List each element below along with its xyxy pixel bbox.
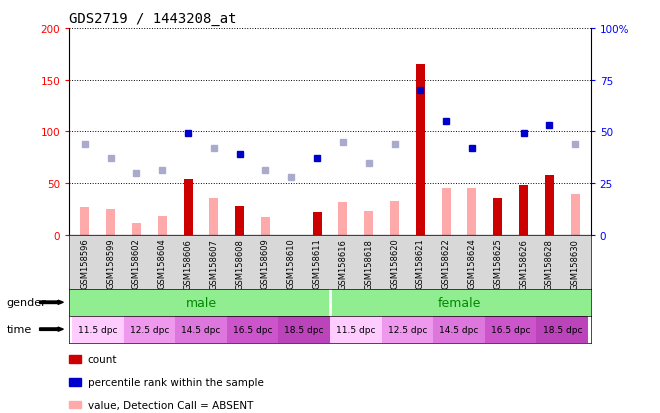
Text: male: male (185, 296, 216, 309)
Bar (227, 316, 279, 343)
Bar (106, 210, 115, 235)
Text: GSM158628: GSM158628 (545, 238, 554, 289)
Bar (330, 316, 381, 343)
Bar (279, 316, 330, 343)
Text: percentile rank within the sample: percentile rank within the sample (88, 377, 263, 387)
Bar (69, 289, 330, 316)
Text: female: female (438, 296, 480, 309)
Bar (132, 223, 141, 235)
Text: GDS2719 / 1443208_at: GDS2719 / 1443208_at (69, 12, 237, 26)
Bar (209, 198, 218, 235)
Text: GSM158596: GSM158596 (81, 238, 89, 289)
Bar (339, 202, 347, 235)
Text: 14.5 dpc: 14.5 dpc (440, 325, 478, 334)
Bar (72, 316, 123, 343)
Text: count: count (88, 354, 117, 364)
Text: GSM158620: GSM158620 (390, 238, 399, 289)
Text: GSM158625: GSM158625 (493, 238, 502, 289)
Text: 12.5 dpc: 12.5 dpc (129, 325, 169, 334)
Text: GSM158624: GSM158624 (467, 238, 477, 289)
Text: GSM158609: GSM158609 (261, 238, 270, 289)
Bar (442, 189, 451, 235)
Text: GSM158630: GSM158630 (571, 238, 579, 289)
Bar (313, 213, 321, 235)
Text: GSM158610: GSM158610 (287, 238, 296, 289)
Text: GSM158626: GSM158626 (519, 238, 528, 289)
Bar (158, 217, 167, 235)
Bar (235, 206, 244, 235)
Text: time: time (7, 324, 32, 335)
Bar (123, 316, 175, 343)
Bar (545, 176, 554, 235)
Bar (571, 194, 579, 235)
Bar (485, 316, 537, 343)
Text: GSM158606: GSM158606 (183, 238, 193, 289)
Bar (183, 180, 193, 235)
Text: 18.5 dpc: 18.5 dpc (284, 325, 324, 334)
Text: gender: gender (7, 297, 46, 308)
Bar (433, 316, 485, 343)
Text: GSM158607: GSM158607 (209, 238, 218, 289)
Bar (81, 207, 89, 235)
Text: 16.5 dpc: 16.5 dpc (233, 325, 273, 334)
Text: 14.5 dpc: 14.5 dpc (182, 325, 220, 334)
Text: GSM158616: GSM158616 (339, 238, 347, 289)
Text: GSM158602: GSM158602 (132, 238, 141, 289)
Bar (364, 211, 374, 235)
Text: 16.5 dpc: 16.5 dpc (491, 325, 531, 334)
Text: 12.5 dpc: 12.5 dpc (387, 325, 427, 334)
Text: 11.5 dpc: 11.5 dpc (336, 325, 376, 334)
Text: GSM158618: GSM158618 (364, 238, 373, 289)
Text: value, Detection Call = ABSENT: value, Detection Call = ABSENT (88, 400, 253, 410)
Text: GSM158621: GSM158621 (416, 238, 425, 289)
Bar (416, 65, 425, 235)
Bar (261, 218, 270, 235)
Bar (381, 316, 433, 343)
Text: 11.5 dpc: 11.5 dpc (78, 325, 117, 334)
Text: 18.5 dpc: 18.5 dpc (543, 325, 582, 334)
Bar (330, 289, 591, 316)
Bar (537, 316, 588, 343)
Bar (519, 186, 528, 235)
Bar (175, 316, 227, 343)
Text: GSM158599: GSM158599 (106, 238, 115, 289)
Text: GSM158604: GSM158604 (158, 238, 167, 289)
Bar (493, 198, 502, 235)
Bar (390, 201, 399, 235)
Text: GSM158611: GSM158611 (313, 238, 321, 289)
Bar (467, 189, 477, 235)
Text: GSM158622: GSM158622 (442, 238, 451, 289)
Text: GSM158608: GSM158608 (235, 238, 244, 289)
